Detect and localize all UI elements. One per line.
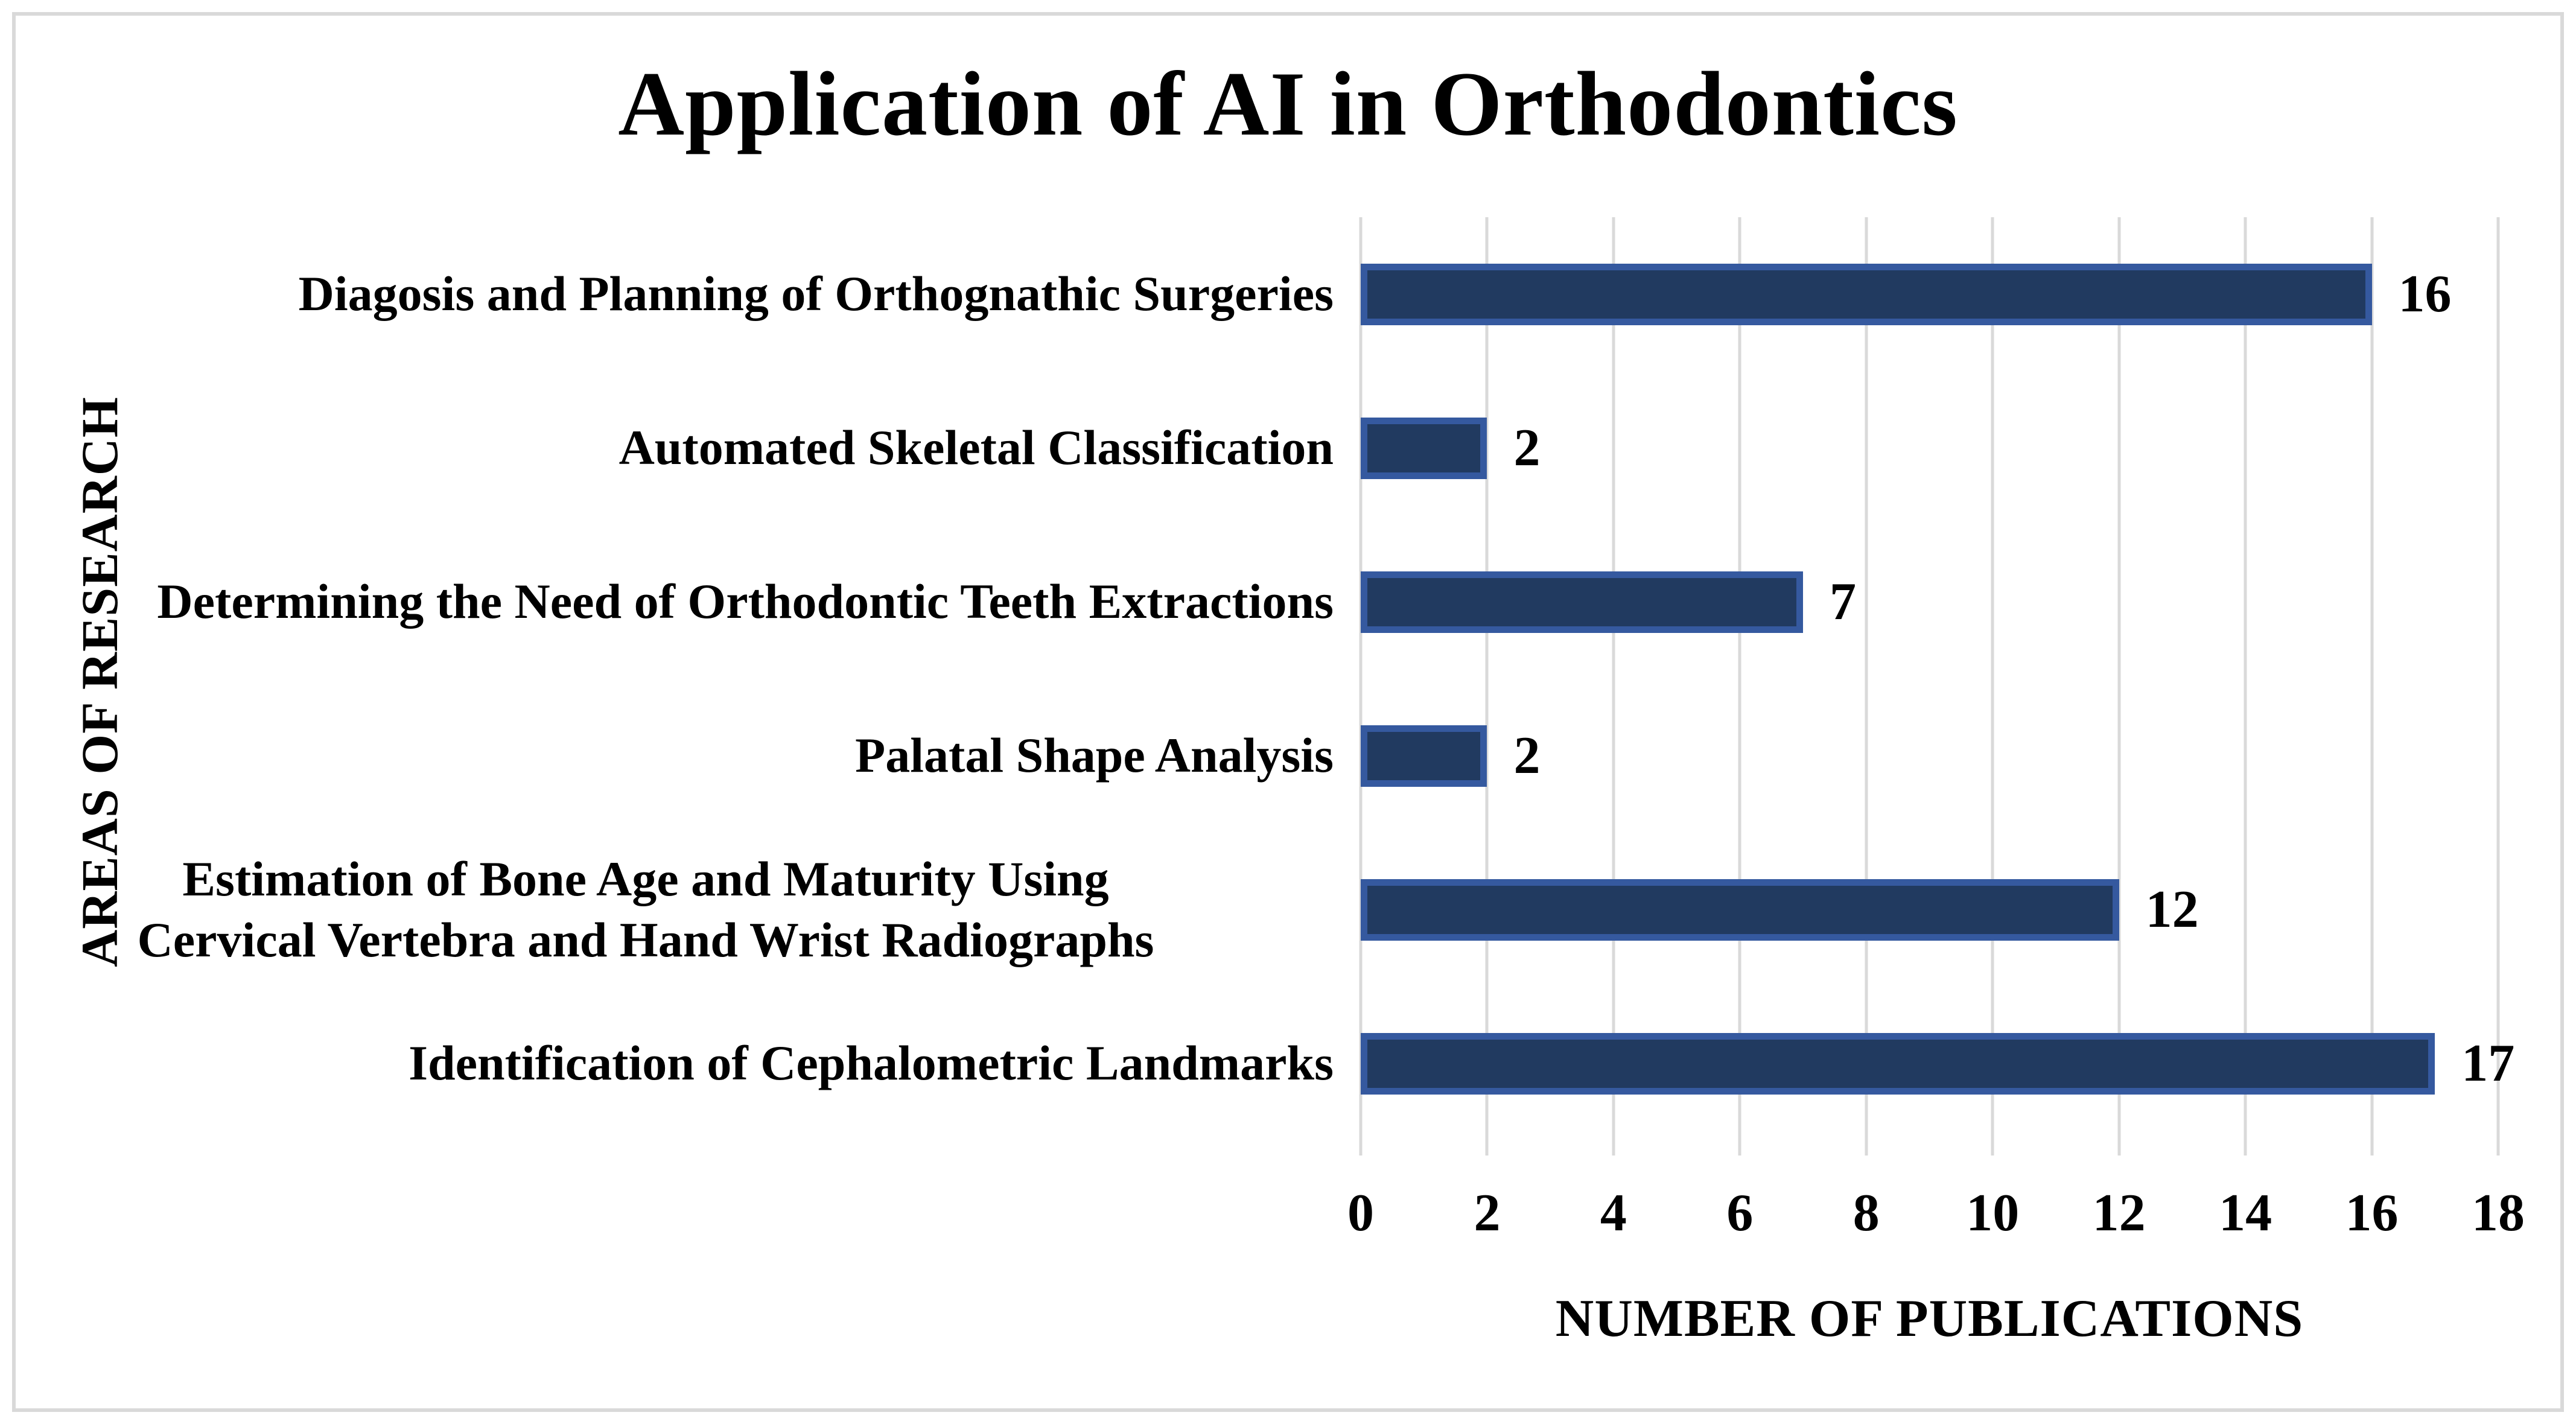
bar-value-label: 16 xyxy=(2398,265,2452,323)
category-label: Estimation of Bone Age and Maturity Usin… xyxy=(127,833,1165,987)
bar-area: 12 xyxy=(1361,833,2498,987)
bar xyxy=(1361,879,2119,941)
gridline xyxy=(2117,217,2121,1155)
x-tick-label: 14 xyxy=(2219,1184,2272,1242)
chart-row: Automated Skeletal Classification 2 xyxy=(0,371,2576,525)
gridline xyxy=(1485,217,1489,1155)
gridline xyxy=(1612,217,1615,1155)
bar-value-label: 17 xyxy=(2461,1034,2515,1093)
bar-value-label: 2 xyxy=(1513,726,1541,785)
bar xyxy=(1361,1032,2435,1095)
bar-value-label: 7 xyxy=(1830,573,1857,631)
chart-row: Palatal Shape Analysis 2 xyxy=(0,679,2576,833)
chart-title: Application of AI in Orthodontics xyxy=(618,53,1958,154)
bar-area: 16 xyxy=(1361,217,2498,371)
chart-row: Identification of Cephalometric Landmark… xyxy=(0,987,2576,1140)
figure-border-frame xyxy=(12,12,2564,1412)
bar-area: 17 xyxy=(1361,987,2514,1140)
chart-row: Estimation of Bone Age and Maturity Usin… xyxy=(0,833,2576,987)
category-label-text: Estimation of Bone Age and Maturity Usin… xyxy=(137,851,1154,967)
bar xyxy=(1361,263,2372,325)
x-axis-title: NUMBER OF PUBLICATIONS xyxy=(1555,1289,2304,1348)
chart-row: Diagosis and Planning of Orthognathic Su… xyxy=(0,217,2576,371)
bar-area: 2 xyxy=(1361,679,2498,833)
x-tick-label: 4 xyxy=(1600,1184,1627,1242)
x-axis-ticks: 0 2 4 6 8 10 12 14 16 18 xyxy=(1347,1183,2525,1255)
bar xyxy=(1361,725,1487,787)
gridline xyxy=(2244,217,2247,1155)
gridline xyxy=(2370,217,2374,1155)
bar-area: 7 xyxy=(1361,525,2498,679)
category-label: Automated Skeletal Classification xyxy=(127,371,1334,525)
category-label: Determining the Need of Orthodontic Teet… xyxy=(127,525,1334,679)
bar-rows: Diagosis and Planning of Orthognathic Su… xyxy=(0,217,2576,1140)
gridline xyxy=(1991,217,1994,1155)
bar-value-label: 2 xyxy=(1513,419,1541,477)
x-tick-label: 8 xyxy=(1852,1184,1880,1242)
x-tick-label: 2 xyxy=(1474,1184,1501,1242)
gridline xyxy=(2496,217,2500,1155)
plot-area xyxy=(1359,217,2500,1155)
x-tick-label: 16 xyxy=(2345,1184,2399,1242)
category-label: Identification of Cephalometric Landmark… xyxy=(127,987,1334,1140)
gridline xyxy=(1738,217,1741,1155)
chart-row: Determining the Need of Orthodontic Teet… xyxy=(0,525,2576,679)
x-tick-label: 6 xyxy=(1726,1184,1754,1242)
category-label-text: Automated Skeletal Classification xyxy=(619,420,1334,475)
category-label-text: Diagosis and Planning of Orthognathic Su… xyxy=(298,266,1334,322)
x-tick-label: 18 xyxy=(2472,1184,2525,1242)
x-tick-label: 0 xyxy=(1347,1184,1374,1242)
bar-area: 2 xyxy=(1361,371,2498,525)
bar-value-label: 12 xyxy=(2145,880,2199,939)
category-label: Palatal Shape Analysis xyxy=(127,679,1334,833)
gridline xyxy=(1865,217,1868,1155)
category-label-text: Determining the Need of Orthodontic Teet… xyxy=(157,574,1334,629)
bar xyxy=(1361,417,1487,479)
category-label-text: Identification of Cephalometric Landmark… xyxy=(409,1035,1334,1091)
x-tick-label: 12 xyxy=(2092,1184,2146,1242)
category-label-text: Palatal Shape Analysis xyxy=(855,728,1334,783)
gridline xyxy=(1359,217,1363,1155)
x-tick-label: 10 xyxy=(1966,1184,2020,1242)
category-label: Diagosis and Planning of Orthognathic Su… xyxy=(127,217,1334,371)
bar xyxy=(1361,571,1804,633)
